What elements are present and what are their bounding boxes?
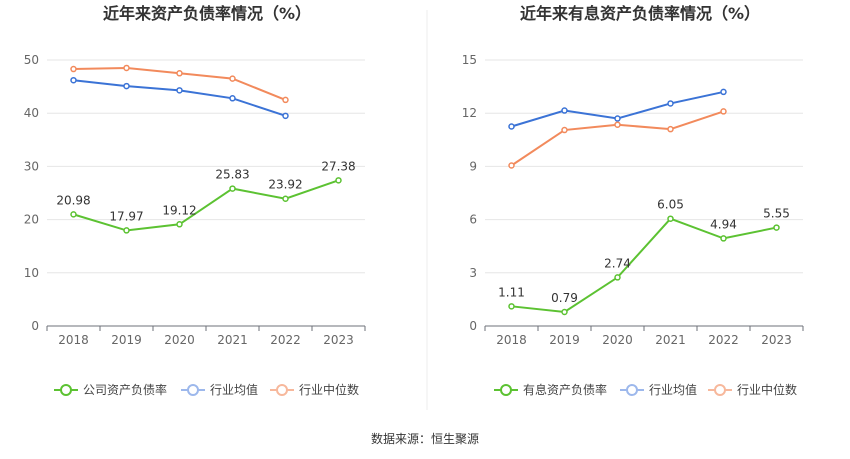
- data-label: 4.94: [710, 217, 737, 231]
- legend-marker: [626, 384, 638, 396]
- data-point[interactable]: [70, 65, 77, 73]
- legend-item[interactable]: 行业均值: [620, 382, 697, 397]
- legend-item[interactable]: 公司资产负债率: [54, 382, 167, 397]
- legend-item[interactable]: 行业中位数: [270, 382, 359, 397]
- series-line: [511, 217, 777, 314]
- legend-label: 行业中位数: [299, 382, 359, 397]
- data-point[interactable]: [123, 82, 130, 90]
- x-tick-label: 2020: [602, 333, 633, 347]
- x-tick-label: 2018: [496, 333, 527, 347]
- data-point[interactable]: [335, 177, 342, 184]
- chart-right: 近年来有息资产负债率情况（%） 0 3 6 9 12 15 2018 2019 2020 2021 2…: [462, 4, 804, 397]
- data-label: 2.74: [604, 256, 631, 270]
- data-label: 27.38: [321, 159, 355, 173]
- data-label: 5.55: [763, 207, 790, 221]
- y-tick-label: 40: [24, 106, 39, 120]
- legend-marker: [500, 384, 512, 396]
- legend-item[interactable]: 行业均值: [181, 382, 258, 397]
- x-tick-label: 2023: [761, 333, 792, 347]
- x-tick-label: 2021: [655, 333, 686, 347]
- data-point[interactable]: [508, 123, 515, 130]
- x-tick-label: 2022: [270, 333, 301, 347]
- data-point[interactable]: [667, 125, 674, 133]
- y-tick-label: 12: [462, 106, 477, 120]
- data-point[interactable]: [282, 195, 289, 202]
- y-tick-label: 20: [24, 213, 39, 227]
- data-point[interactable]: [282, 112, 289, 120]
- data-point[interactable]: [773, 224, 780, 231]
- data-point[interactable]: [229, 75, 236, 82]
- y-tick-label: 15: [462, 53, 477, 67]
- data-point[interactable]: [176, 87, 183, 94]
- y-tick-label: 0: [469, 319, 477, 333]
- legend-marker: [276, 384, 288, 396]
- data-point[interactable]: [667, 100, 674, 107]
- legend-item[interactable]: 行业中位数: [708, 382, 797, 397]
- data-label: 6.05: [657, 198, 684, 212]
- data-point[interactable]: [508, 162, 515, 169]
- y-tick-label: 9: [469, 159, 477, 173]
- data-point[interactable]: [614, 115, 621, 122]
- data-point[interactable]: [561, 107, 568, 114]
- y-tick-label: 10: [24, 266, 39, 280]
- data-point[interactable]: [123, 227, 130, 234]
- data-label: 0.79: [551, 291, 578, 305]
- x-tick-label: 2021: [217, 333, 248, 347]
- data-point[interactable]: [561, 308, 568, 316]
- data-point[interactable]: [508, 303, 515, 310]
- legend-label: 行业中位数: [737, 382, 797, 397]
- data-point[interactable]: [123, 64, 130, 72]
- series-line: [73, 179, 339, 232]
- data-point[interactable]: [614, 121, 621, 128]
- data-label: 23.92: [268, 178, 302, 192]
- data-point[interactable]: [282, 96, 289, 104]
- y-tick-label: 30: [24, 159, 39, 173]
- data-point[interactable]: [176, 70, 183, 77]
- data-point[interactable]: [667, 215, 674, 222]
- data-point[interactable]: [176, 221, 183, 228]
- data-label: 19.12: [162, 203, 196, 217]
- data-label: 1.11: [498, 285, 525, 299]
- legend-label: 行业均值: [649, 382, 697, 397]
- x-tick-label: 2019: [549, 333, 580, 347]
- data-label: 20.98: [56, 193, 90, 207]
- y-tick-label: 0: [31, 319, 39, 333]
- y-tick-label: 6: [469, 213, 477, 227]
- source-label: 数据来源：恒生聚源: [371, 431, 479, 446]
- data-point[interactable]: [720, 108, 727, 115]
- data-point[interactable]: [70, 76, 77, 84]
- x-tick-label: 2020: [164, 333, 195, 347]
- data-point[interactable]: [229, 185, 236, 192]
- x-tick-label: 2018: [58, 333, 89, 347]
- series-line: [73, 79, 286, 117]
- x-tick-label: 2023: [323, 333, 354, 347]
- data-point[interactable]: [229, 95, 236, 102]
- x-tick-label: 2022: [708, 333, 739, 347]
- y-tick-label: 3: [469, 266, 477, 280]
- data-point[interactable]: [614, 274, 621, 281]
- legend-label: 公司资产负债率: [83, 382, 167, 397]
- chart-left: 近年来资产负债率情况（%） 0 10 20 30 40 50 2018 2019 2020 2021…: [24, 4, 366, 397]
- y-tick-label: 50: [24, 53, 39, 67]
- x-tick-label: 2019: [111, 333, 142, 347]
- data-label: 25.83: [215, 168, 249, 182]
- data-point[interactable]: [720, 235, 727, 242]
- legend-marker: [714, 384, 726, 396]
- legend-label: 有息资产负债率: [523, 382, 607, 397]
- data-point[interactable]: [720, 88, 727, 96]
- legend-label: 行业均值: [210, 382, 258, 397]
- legend-item[interactable]: 有息资产负债率: [494, 382, 607, 397]
- chart-title: 近年来有息资产负债率情况（%）: [520, 4, 760, 23]
- data-point[interactable]: [561, 126, 568, 134]
- data-label: 17.97: [109, 209, 143, 223]
- chart-title: 近年来资产负债率情况（%）: [103, 4, 311, 23]
- data-point[interactable]: [70, 211, 77, 218]
- legend-marker: [187, 384, 199, 396]
- legend-marker: [60, 384, 72, 396]
